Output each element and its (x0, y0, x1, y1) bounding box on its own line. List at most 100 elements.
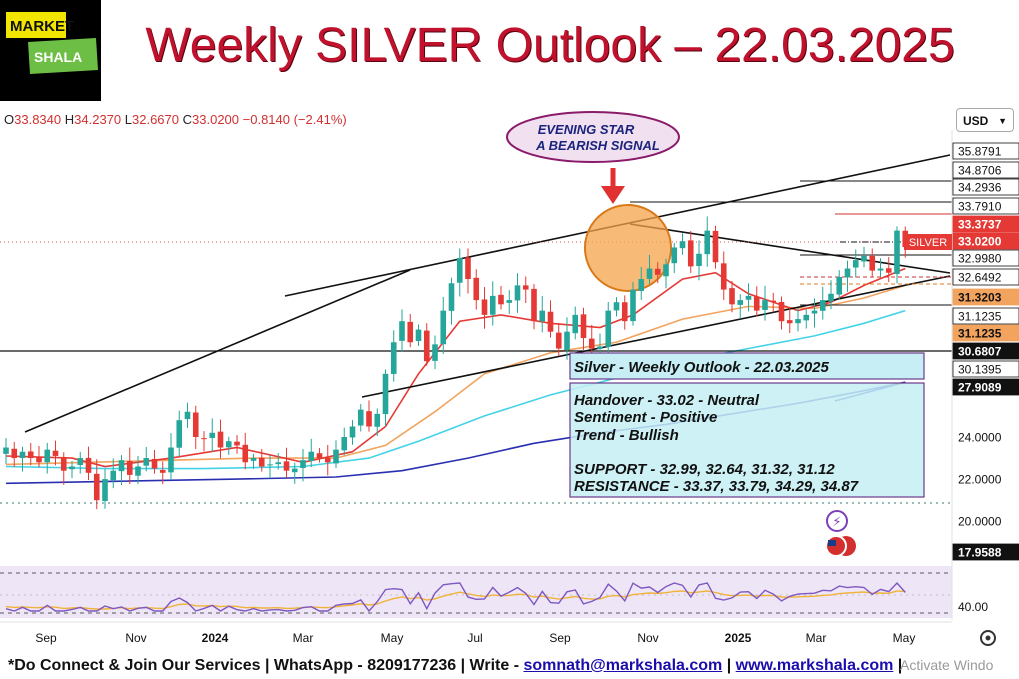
footer-bar: *Do Connect & Join Our Services | WhatsA… (0, 652, 1019, 679)
high-value: 34.2370 (74, 112, 122, 127)
candle-body (819, 300, 826, 311)
candle-body (885, 268, 892, 273)
candle-body (201, 438, 207, 440)
candle-body (811, 310, 818, 314)
price-label: 35.8791 (958, 145, 1002, 159)
lightning-event-icon[interactable] (826, 510, 848, 532)
candle-body (481, 299, 488, 315)
candle-body (52, 450, 59, 456)
candle-body (473, 277, 480, 301)
symbol-tag: SILVER (909, 237, 947, 249)
price-label-box (952, 268, 1019, 286)
candle-body (390, 342, 397, 374)
candle-body (605, 310, 612, 347)
candle-body (745, 295, 752, 300)
price-chart[interactable]: EVENING STAR A BEARISH SIGNAL Silver - W… (0, 100, 1019, 652)
candle-body (638, 279, 645, 291)
candle-body (448, 283, 455, 311)
candle-body (630, 289, 636, 322)
candle-body (877, 268, 884, 271)
candle-body (283, 461, 290, 471)
price-label: 34.2936 (958, 181, 1002, 195)
chevron-down-icon: ▼ (998, 116, 1007, 126)
open-value: 33.8340 (14, 112, 62, 127)
candle-body (102, 479, 108, 502)
candle-body (308, 451, 315, 462)
candle-body (126, 460, 133, 475)
candle-body (729, 288, 735, 305)
footer-website-link[interactable]: www.markshala.com (735, 657, 894, 674)
price-label: 31.3203 (958, 291, 1002, 305)
price-label: 27.9089 (958, 381, 1002, 395)
candle-body (192, 412, 199, 437)
footer-email-link[interactable]: somnath@markshala.com (523, 657, 723, 674)
price-label: 31.1235 (958, 310, 1002, 324)
candle-body (621, 302, 628, 322)
candle-body (770, 300, 777, 303)
candle-body (36, 457, 42, 463)
price-label: 34.8706 (958, 164, 1002, 178)
lightning-glyph-icon: ⚡ (832, 515, 841, 530)
us-flag-canton-icon (828, 540, 836, 546)
os-watermark: Activate Windo (900, 657, 994, 673)
candle-body (159, 470, 166, 473)
candle-body (489, 295, 496, 315)
candle-body (399, 321, 405, 341)
candle-body (778, 302, 785, 322)
x-axis-label: Jul (467, 631, 482, 645)
price-label-box (952, 178, 1019, 196)
chart-settings-icon[interactable] (980, 630, 996, 646)
candle-body (258, 457, 265, 467)
sentiment-text: Sentiment - Positive (574, 409, 717, 426)
candle-body (547, 311, 554, 332)
symbol-tag-box (904, 234, 952, 250)
price-label: 32.6492 (958, 271, 1002, 285)
candle-body (267, 464, 273, 466)
candle-body (349, 426, 356, 438)
candle-body (836, 276, 843, 295)
price-label-box (952, 249, 1019, 267)
candle-body (423, 330, 430, 362)
candle-body (209, 432, 216, 438)
price-label: 30.6807 (958, 345, 1002, 359)
candle-body (555, 332, 562, 349)
candle-body (613, 302, 620, 311)
candle-body (696, 253, 702, 267)
candle-body (77, 458, 84, 466)
currency-value: USD (963, 114, 989, 128)
trendline-descending (629, 223, 951, 274)
candle-body (60, 456, 67, 471)
low-label: L (124, 112, 132, 127)
open-label: O (4, 112, 15, 127)
price-label: 22.0000 (958, 473, 1002, 487)
price-label-box (952, 324, 1019, 342)
candle-body (143, 458, 150, 466)
candle-body (588, 338, 595, 349)
handover-text: Handover - 33.02 - Neutral (574, 392, 760, 409)
x-axis-label: Sep (35, 631, 57, 645)
candle-body (291, 468, 298, 473)
candle-body (671, 247, 678, 264)
candle-body (803, 314, 810, 321)
candle-body (341, 437, 348, 451)
x-axis-label: 2025 (725, 631, 752, 645)
rsi-pane (0, 566, 952, 618)
candle-body (737, 300, 744, 305)
candle-body (795, 319, 801, 324)
candle-body (415, 329, 422, 342)
page-title: Weekly SILVER Outlook – 22.03.2025 (145, 19, 955, 72)
candle-body (654, 268, 661, 275)
candle-body (844, 268, 851, 278)
rsi-signal-line (5, 590, 906, 610)
price-label: 33.0200 (958, 235, 1002, 249)
outlook-title-box (569, 352, 925, 380)
candle-body (168, 447, 174, 473)
price-label-box (952, 197, 1019, 215)
candle-body (118, 460, 125, 472)
currency-select[interactable]: USD ▼ (956, 108, 1014, 132)
candle-body (275, 462, 282, 465)
candle-body (539, 310, 546, 322)
candle-body (456, 257, 463, 283)
x-axis-label: May (381, 631, 404, 645)
candle-body (894, 230, 900, 275)
